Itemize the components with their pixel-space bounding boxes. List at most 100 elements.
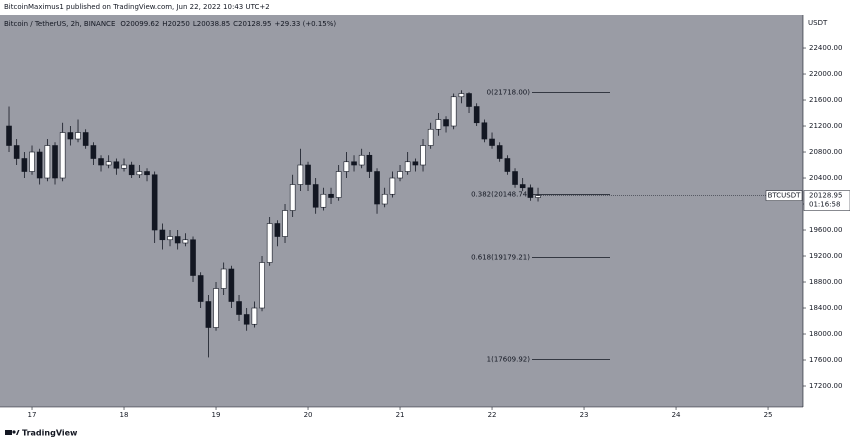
- legend-key: L: [193, 20, 197, 28]
- x-tick-label: 19: [212, 411, 221, 419]
- countdown: 01:16:58: [809, 201, 840, 209]
- fib-label: 0(21718.00): [487, 88, 531, 96]
- candle-body: [496, 145, 503, 159]
- x-tick-label: 25: [764, 411, 773, 419]
- legend-symbol: Bitcoin / TetherUS, 2h, BINANCE: [4, 20, 115, 28]
- y-tick-label: 22000.00: [809, 70, 842, 78]
- candle-body: [228, 268, 235, 302]
- candle-body: [21, 158, 28, 172]
- symbol-tag: [765, 190, 803, 201]
- y-tick-label: 22400.00: [809, 44, 842, 52]
- candle-body: [29, 151, 35, 172]
- candle-body: [6, 125, 12, 146]
- legend-value: 20128.95: [238, 20, 271, 28]
- candle-body: [512, 171, 518, 185]
- candle-body: [259, 262, 265, 309]
- candle-body: [182, 239, 189, 244]
- x-tick-label: 17: [28, 411, 37, 419]
- y-tick-label: 19200.00: [809, 252, 842, 260]
- candle-body: [450, 96, 457, 127]
- x-tick-label: 18: [120, 411, 129, 419]
- candle-body: [205, 301, 212, 328]
- candle-body: [351, 161, 357, 166]
- candle-body: [190, 239, 196, 276]
- candle-body: [174, 236, 181, 244]
- legend-value: 20038.85: [197, 20, 230, 28]
- candle-body: [458, 93, 465, 98]
- brand-text: TradingView: [22, 429, 78, 438]
- candle-body: [374, 171, 380, 205]
- candle-body: [167, 236, 173, 241]
- candle-body: [328, 193, 334, 198]
- candle-body: [151, 174, 158, 231]
- y-tick-label: 18000.00: [809, 330, 842, 338]
- axis-unit: USDT: [808, 19, 828, 27]
- candle-body: [197, 275, 204, 302]
- candle-body: [75, 132, 81, 140]
- x-tick-label: 21: [396, 411, 405, 419]
- candle-body: [236, 301, 242, 315]
- price-tag-value: 20128.95: [809, 192, 842, 200]
- candle-body: [535, 195, 541, 198]
- candle-body: [159, 229, 166, 241]
- legend-key: C: [233, 20, 238, 28]
- candle-body: [427, 128, 434, 146]
- candle-body: [82, 132, 89, 146]
- y-tick-label: 18800.00: [809, 278, 842, 286]
- candle-body: [136, 171, 143, 176]
- candle-body: [297, 164, 304, 185]
- x-tick-label: 22: [488, 411, 497, 419]
- candle-body: [128, 164, 135, 176]
- candle-body: [519, 184, 526, 189]
- candle-body: [489, 138, 495, 146]
- legend: Bitcoin / TetherUS, 2h, BINANCE O 20099.62…: [4, 20, 336, 28]
- candle-body: [358, 154, 365, 166]
- y-tick-label: 21200.00: [809, 122, 842, 130]
- candle-body: [36, 151, 43, 179]
- candle-body: [67, 132, 74, 140]
- x-tick-label: 20: [304, 411, 313, 419]
- candle-body: [389, 177, 396, 195]
- candle-body: [220, 268, 227, 289]
- candle-body: [320, 193, 327, 208]
- fib-label: 0.382(20148.74): [471, 190, 530, 198]
- symbol-tag-text: BTCUSDT: [768, 192, 802, 200]
- candle-body: [381, 193, 388, 205]
- candle-body: [52, 145, 58, 179]
- candle-body: [335, 171, 342, 198]
- candle-body: [305, 164, 311, 185]
- candle-body: [98, 158, 104, 166]
- candle-body: [443, 119, 449, 127]
- x-tick-label: 24: [672, 411, 681, 419]
- candle-body: [481, 122, 488, 140]
- fib-label: 1(17609.92): [487, 355, 531, 363]
- candle-body: [466, 93, 472, 107]
- candle-body: [105, 161, 112, 166]
- candle-body: [274, 223, 281, 237]
- candle-body: [504, 158, 511, 172]
- plot-area: [0, 15, 803, 407]
- candle-body: [473, 106, 480, 124]
- candle-body: [90, 145, 97, 159]
- y-tick-label: 21600.00: [809, 96, 842, 104]
- candle-body: [44, 145, 51, 179]
- candle-body: [113, 161, 120, 169]
- fib-label: 0.618(19179.21): [471, 253, 530, 261]
- candle-body: [312, 184, 319, 208]
- publisher-text: BitcoinMaximus1 published on TradingView…: [4, 3, 270, 11]
- candle-body: [13, 145, 20, 159]
- candle-body: [282, 210, 288, 237]
- y-tick-label: 18400.00: [809, 304, 842, 312]
- candle-body: [420, 145, 426, 166]
- candle-body: [243, 314, 250, 325]
- candle-body: [366, 154, 373, 172]
- candle-body: [404, 161, 411, 172]
- candle-body: [527, 187, 534, 198]
- legend-value: 20099.62: [126, 20, 159, 28]
- y-tick-label: 19600.00: [809, 226, 842, 234]
- candle-body: [144, 171, 150, 176]
- y-tick-label: 17600.00: [809, 356, 842, 364]
- price-tag: [803, 190, 850, 211]
- x-tick-label: 23: [580, 411, 589, 419]
